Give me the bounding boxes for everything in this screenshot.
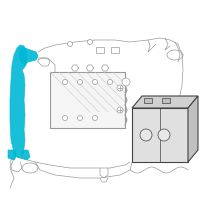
Polygon shape [21, 150, 30, 160]
Polygon shape [132, 96, 198, 108]
Bar [50, 72, 125, 128]
Circle shape [92, 79, 98, 84]
Polygon shape [10, 45, 27, 158]
Bar [132, 108, 188, 162]
Circle shape [117, 85, 123, 91]
Circle shape [68, 42, 72, 46]
Circle shape [62, 116, 68, 120]
Circle shape [117, 107, 123, 113]
Bar [111, 47, 119, 53]
Circle shape [88, 40, 92, 45]
Polygon shape [188, 96, 198, 162]
Circle shape [122, 78, 130, 86]
Circle shape [78, 116, 83, 120]
Polygon shape [19, 47, 38, 65]
Bar [144, 98, 152, 103]
Circle shape [140, 129, 152, 141]
Polygon shape [8, 150, 16, 160]
Circle shape [92, 116, 98, 120]
Circle shape [158, 129, 170, 141]
Bar [162, 98, 170, 103]
Circle shape [108, 79, 112, 84]
Circle shape [62, 79, 68, 84]
Bar [96, 47, 104, 53]
Circle shape [78, 79, 83, 84]
